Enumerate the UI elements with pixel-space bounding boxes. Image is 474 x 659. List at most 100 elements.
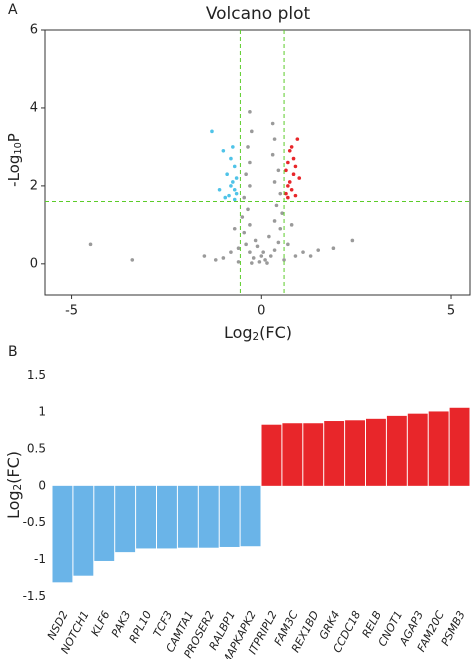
point (217, 187, 222, 192)
x-axis-title-part: Log (224, 323, 253, 342)
x-axis-title-sub: 2 (253, 331, 260, 343)
y-axis-title-part: -Log (5, 155, 23, 187)
point (301, 250, 305, 254)
point (223, 195, 228, 200)
point (248, 184, 252, 188)
point (286, 195, 290, 200)
x-axis-title-part: (FC) (259, 323, 292, 342)
y-axis-title: Log2(FC) (4, 451, 25, 519)
point (202, 254, 207, 258)
point (251, 256, 256, 260)
point (261, 250, 265, 254)
point (229, 184, 233, 188)
bar (366, 418, 386, 486)
point (272, 180, 277, 184)
bar (407, 413, 428, 486)
point (88, 242, 93, 247)
y-axis-title: -Log10P (5, 133, 24, 187)
point (248, 160, 252, 165)
bar (73, 485, 94, 576)
point (263, 258, 267, 262)
point (291, 156, 296, 161)
panel-label: B (8, 344, 18, 360)
point (274, 203, 279, 208)
point (244, 242, 248, 247)
bar (449, 407, 470, 486)
bar (261, 424, 282, 486)
point (289, 223, 294, 227)
bar (345, 420, 365, 486)
point (270, 152, 275, 157)
bar (198, 485, 219, 548)
point (350, 238, 355, 243)
point (242, 195, 247, 200)
bar (386, 415, 407, 486)
bar (136, 485, 156, 549)
point (284, 191, 288, 196)
bar (94, 485, 115, 561)
point (272, 219, 277, 223)
point (287, 180, 292, 184)
point (248, 223, 252, 227)
point (250, 129, 254, 134)
point (278, 226, 283, 231)
y-tick-label: -0.5 (23, 515, 46, 529)
point (234, 191, 239, 196)
point (293, 164, 298, 169)
y-axis-title-part: Log (4, 490, 23, 519)
point (287, 149, 292, 153)
point (231, 145, 235, 149)
y-tick-label: 4 (30, 100, 38, 115)
bar (52, 485, 73, 583)
panel-label: A (8, 2, 18, 18)
y-tick-label: 1 (38, 405, 46, 419)
point (284, 168, 288, 173)
point (240, 215, 245, 219)
point (276, 168, 281, 173)
point (232, 226, 237, 231)
x-tick-label: -5 (65, 304, 78, 319)
y-tick-label: 6 (30, 23, 38, 38)
y-tick-label: 1.5 (27, 368, 46, 382)
y-axis-title-part: (FC) (4, 451, 23, 484)
point (286, 160, 290, 165)
x-axis-title: Log2(FC) (224, 323, 292, 344)
point (289, 145, 294, 149)
y-tick-label: 0 (30, 256, 38, 271)
x-tick-label: 0 (257, 304, 265, 319)
point (295, 137, 300, 141)
point (276, 240, 281, 245)
point (231, 180, 235, 184)
plot-frame (44, 29, 471, 296)
chart-title: Volcano plot (206, 4, 311, 24)
point (232, 164, 237, 169)
point (331, 246, 336, 251)
bar (240, 485, 261, 547)
point (221, 149, 226, 153)
bar (282, 423, 303, 486)
y-axis-title-part: P (5, 133, 23, 142)
point (244, 172, 248, 176)
point (267, 234, 271, 239)
y-tick-label: 0.5 (27, 442, 46, 456)
point (246, 207, 250, 212)
point (234, 176, 239, 180)
point (253, 238, 258, 243)
bar (177, 485, 198, 548)
y-tick-label: 2 (30, 178, 38, 193)
point (282, 258, 286, 262)
point (232, 197, 237, 202)
point (308, 254, 313, 258)
bar (115, 485, 136, 553)
point (130, 258, 135, 262)
point (227, 193, 231, 198)
point (221, 256, 226, 260)
point (272, 137, 277, 141)
point (236, 260, 241, 264)
point (257, 260, 262, 264)
point (316, 248, 321, 252)
point (225, 172, 229, 176)
point (210, 129, 214, 134)
y-tick-label: -1.5 (23, 589, 46, 603)
